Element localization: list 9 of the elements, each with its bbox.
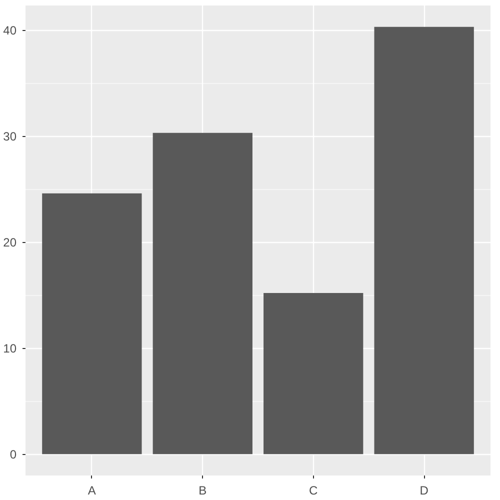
y-tick-label: 30 <box>3 130 17 144</box>
y-tick-label: 10 <box>3 342 17 356</box>
x-tick-label: D <box>420 484 429 498</box>
y-tick-label: 40 <box>3 24 17 38</box>
x-tick-label: A <box>88 484 96 498</box>
x-tick-label: B <box>198 484 207 498</box>
y-tick-label: 0 <box>10 448 17 462</box>
y-tick-label: 20 <box>3 236 17 250</box>
x-tick-label: C <box>309 484 318 498</box>
